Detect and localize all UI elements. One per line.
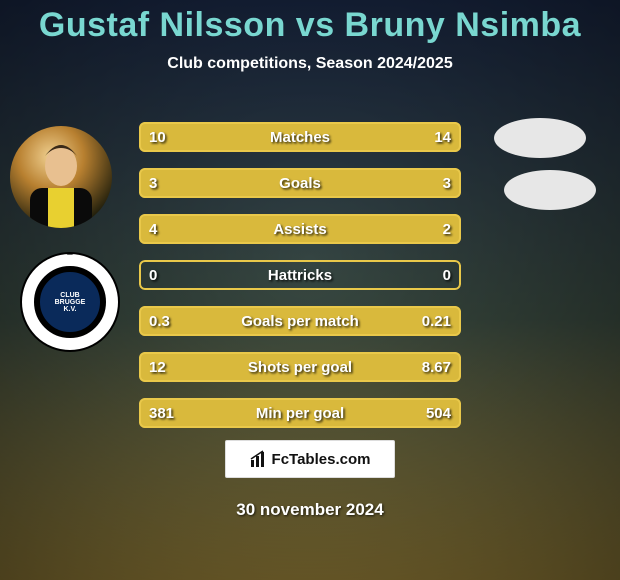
player2-avatar [494, 118, 586, 158]
crown-icon: ♛ [65, 252, 76, 258]
stat-row: 10Matches14 [139, 122, 461, 152]
player1-avatar [10, 126, 112, 228]
stat-row: 4Assists2 [139, 214, 461, 244]
stat-label: Assists [139, 214, 461, 244]
stat-label: Hattricks [139, 260, 461, 290]
stat-row: 12Shots per goal8.67 [139, 352, 461, 382]
stat-value-right: 0 [443, 260, 451, 290]
stat-value-right: 8.67 [422, 352, 451, 382]
stat-value-right: 14 [434, 122, 451, 152]
comparison-subtitle: Club competitions, Season 2024/2025 [0, 55, 620, 73]
stat-label: Min per goal [139, 398, 461, 428]
stat-row: 3Goals3 [139, 168, 461, 198]
stat-value-right: 504 [426, 398, 451, 428]
stat-row: 0.3Goals per match0.21 [139, 306, 461, 336]
stat-label: Goals [139, 168, 461, 198]
stat-row: 381Min per goal504 [139, 398, 461, 428]
fctables-logo[interactable]: FcTables.com [225, 440, 395, 478]
stat-label: Goals per match [139, 306, 461, 336]
player2-avatar-shadow [504, 170, 596, 210]
comparison-title: Gustaf Nilsson vs Bruny Nsimba [0, 6, 620, 45]
player1-club-logo: ♛ CLUBBRUGGEK.V. [20, 252, 120, 352]
stat-value-right: 3 [443, 168, 451, 198]
stat-label: Matches [139, 122, 461, 152]
footer-date: 30 november 2024 [0, 500, 620, 520]
stats-table: 10Matches14 3Goals3 4Assists2 0Hattricks0 0.… [139, 122, 461, 444]
club-logo-text: CLUBBRUGGEK.V. [55, 292, 86, 313]
chart-icon [250, 450, 268, 468]
stat-value-right: 0.21 [422, 306, 451, 336]
footer-brand-text: FcTables.com [272, 451, 371, 468]
stat-row: 0Hattricks0 [139, 260, 461, 290]
stat-label: Shots per goal [139, 352, 461, 382]
stat-value-right: 2 [443, 214, 451, 244]
